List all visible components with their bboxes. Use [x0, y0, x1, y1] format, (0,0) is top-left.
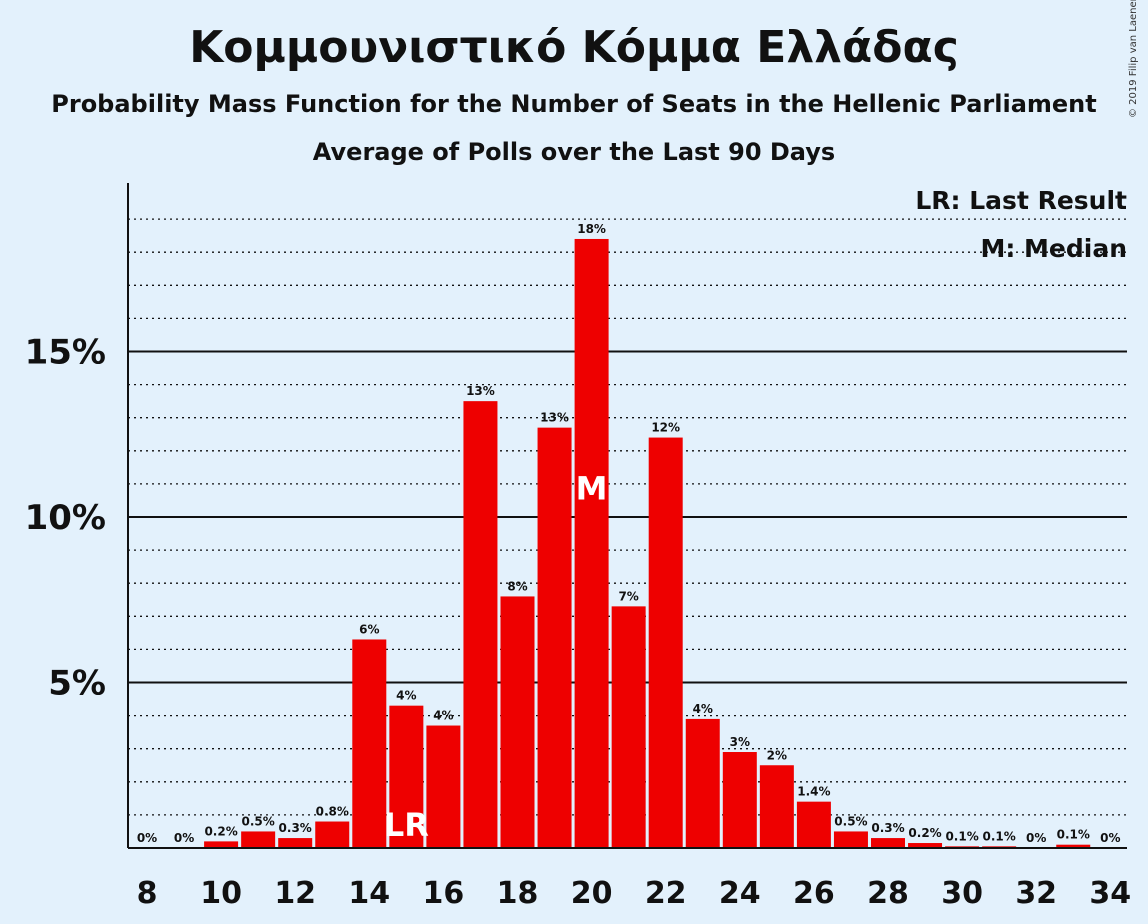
data-label: 6% — [359, 622, 379, 636]
data-label: 0.1% — [945, 829, 978, 843]
data-label: 4% — [693, 702, 713, 716]
data-label: 0% — [137, 831, 157, 845]
legend-last-result: LR: Last Result — [915, 186, 1127, 215]
x-tick-label: 32 — [1015, 876, 1057, 911]
data-label: 0.1% — [1057, 828, 1090, 842]
axes: 8 10 12 14 16 18 20 22 24 26 28 30 32 34 — [127, 183, 1131, 911]
bars — [204, 238, 1091, 848]
x-tick-label: 20 — [571, 876, 613, 911]
x-tick-label: 18 — [497, 876, 539, 911]
data-label: 2% — [767, 748, 787, 762]
bar — [537, 427, 572, 848]
bar — [426, 725, 461, 848]
data-label: 3% — [730, 735, 750, 749]
bar — [352, 639, 387, 848]
x-tick-label: 30 — [941, 876, 983, 911]
last-result-marker: LR — [384, 806, 429, 844]
data-label: 0.2% — [204, 824, 237, 838]
x-tick-label: 16 — [423, 876, 465, 911]
data-label: 8% — [507, 579, 527, 593]
data-label: 0.5% — [242, 814, 275, 828]
x-tick-label: 12 — [274, 876, 316, 911]
data-label: 1.4% — [797, 785, 830, 799]
chart-subtitle-period: Average of Polls over the Last 90 Days — [312, 138, 836, 166]
bar — [500, 596, 535, 848]
bar — [315, 821, 350, 848]
data-label: 13% — [540, 411, 569, 425]
x-tick-label: 34 — [1089, 876, 1131, 911]
data-label: 0.5% — [834, 814, 867, 828]
data-label: 18% — [577, 222, 606, 236]
x-tick-label: 22 — [645, 876, 687, 911]
x-tick-label: 24 — [719, 876, 761, 911]
data-label: 12% — [651, 421, 680, 435]
y-tick-label: 10% — [25, 498, 106, 538]
data-label: 4% — [433, 709, 453, 723]
data-label: 7% — [618, 589, 638, 603]
data-label: 0.1% — [983, 829, 1016, 843]
data-label: 0.3% — [871, 821, 904, 835]
median-marker: M — [576, 470, 608, 508]
data-label: 0.2% — [908, 826, 941, 840]
bar — [463, 401, 498, 848]
bar — [611, 606, 646, 848]
data-label: 0% — [1100, 831, 1120, 845]
data-label: 13% — [466, 384, 495, 398]
bar — [648, 437, 683, 848]
bar — [241, 831, 276, 848]
x-tick-label: 26 — [793, 876, 835, 911]
bar — [1056, 844, 1091, 848]
bar — [574, 238, 609, 848]
chart-title: Κομμουνιστικό Κόμμα Ελλάδας — [189, 22, 959, 73]
data-label: 0.8% — [316, 805, 349, 819]
x-tick-label: 10 — [200, 876, 242, 911]
bar — [685, 718, 720, 848]
data-label: 0% — [1026, 831, 1046, 845]
y-tick-label: 15% — [25, 333, 106, 373]
data-label: 0.3% — [279, 821, 312, 835]
data-labels: 0% 0% 0.2% 0.5% 0.3% 0.8% 6% 4% 4% 13% 8% 13% 18% 7% 1… — [137, 222, 1121, 845]
x-tick-label: 8 — [137, 876, 158, 911]
bar — [722, 752, 757, 848]
data-label: 4% — [396, 689, 416, 703]
legend-median: M: Median — [980, 234, 1127, 263]
bar — [871, 838, 905, 848]
bar — [204, 841, 239, 848]
bar — [908, 843, 943, 848]
y-tick-label: 5% — [48, 664, 106, 704]
bar — [796, 801, 831, 848]
bar — [389, 705, 424, 848]
bar — [759, 765, 794, 848]
x-tick-label: 14 — [348, 876, 390, 911]
chart-subtitle: Probability Mass Function for the Number… — [51, 90, 1097, 118]
x-tick-label: 28 — [867, 876, 909, 911]
data-label: 0% — [174, 831, 194, 845]
bar — [833, 831, 868, 848]
bar — [278, 838, 313, 848]
